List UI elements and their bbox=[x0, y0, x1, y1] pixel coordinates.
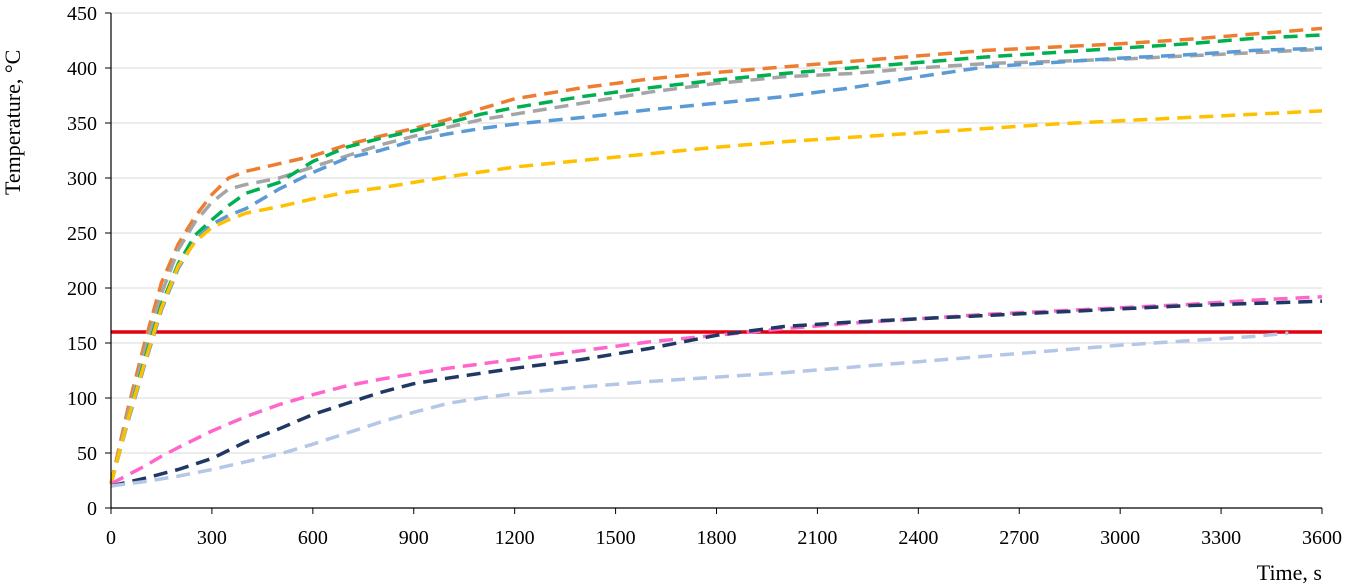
x-tick-label: 600 bbox=[298, 527, 328, 549]
x-tick-label: 3600 bbox=[1302, 527, 1342, 549]
x-tick-label: 300 bbox=[197, 527, 227, 549]
y-tick-label: 450 bbox=[67, 3, 97, 25]
y-tick-label: 200 bbox=[67, 278, 97, 300]
x-tick-label: 900 bbox=[399, 527, 429, 549]
series-line-3 bbox=[109, 33, 1323, 485]
x-tick-label: 3300 bbox=[1201, 527, 1241, 549]
series-group bbox=[109, 26, 1323, 488]
x-tick-label: 3000 bbox=[1100, 527, 1140, 549]
y-tick-labels: 0 50 100 150 200 250 300 350 400 450 bbox=[67, 3, 111, 520]
y-tick-label: 150 bbox=[67, 333, 97, 355]
x-tick-label: 1500 bbox=[596, 527, 636, 549]
x-tick-label: 1200 bbox=[495, 527, 535, 549]
series-line-4 bbox=[109, 46, 1323, 485]
y-tick-label: 250 bbox=[67, 223, 97, 245]
y-tick-label: 0 bbox=[87, 498, 97, 520]
y-tick-label: 100 bbox=[67, 388, 97, 410]
y-tick-label: 300 bbox=[67, 168, 97, 190]
y-tick-label: 350 bbox=[67, 113, 97, 135]
series-line-1 bbox=[109, 26, 1323, 485]
series-line-8 bbox=[110, 331, 1289, 488]
x-tick-label: 1800 bbox=[697, 527, 737, 549]
gridlines bbox=[111, 12, 1322, 454]
x-tick-label: 0 bbox=[106, 527, 116, 549]
y-tick-label: 50 bbox=[77, 443, 97, 465]
axes bbox=[110, 13, 1322, 509]
x-tick-label: 2700 bbox=[999, 527, 1039, 549]
x-axis-label: Time, s bbox=[1257, 560, 1322, 585]
series-line-2 bbox=[109, 47, 1323, 485]
series-line-5 bbox=[109, 109, 1323, 485]
x-tick-label: 2400 bbox=[898, 527, 938, 549]
series-line-7 bbox=[110, 299, 1323, 488]
y-tick-label: 400 bbox=[67, 58, 97, 80]
y-axis-label: Temperature, °C bbox=[0, 50, 25, 195]
x-tick-labels: 0 300 600 900 1200 1500 1800 2100 2400 2700 3000 33… bbox=[106, 508, 1342, 549]
series-line-6 bbox=[110, 295, 1323, 486]
x-tick-label: 2100 bbox=[797, 527, 837, 549]
